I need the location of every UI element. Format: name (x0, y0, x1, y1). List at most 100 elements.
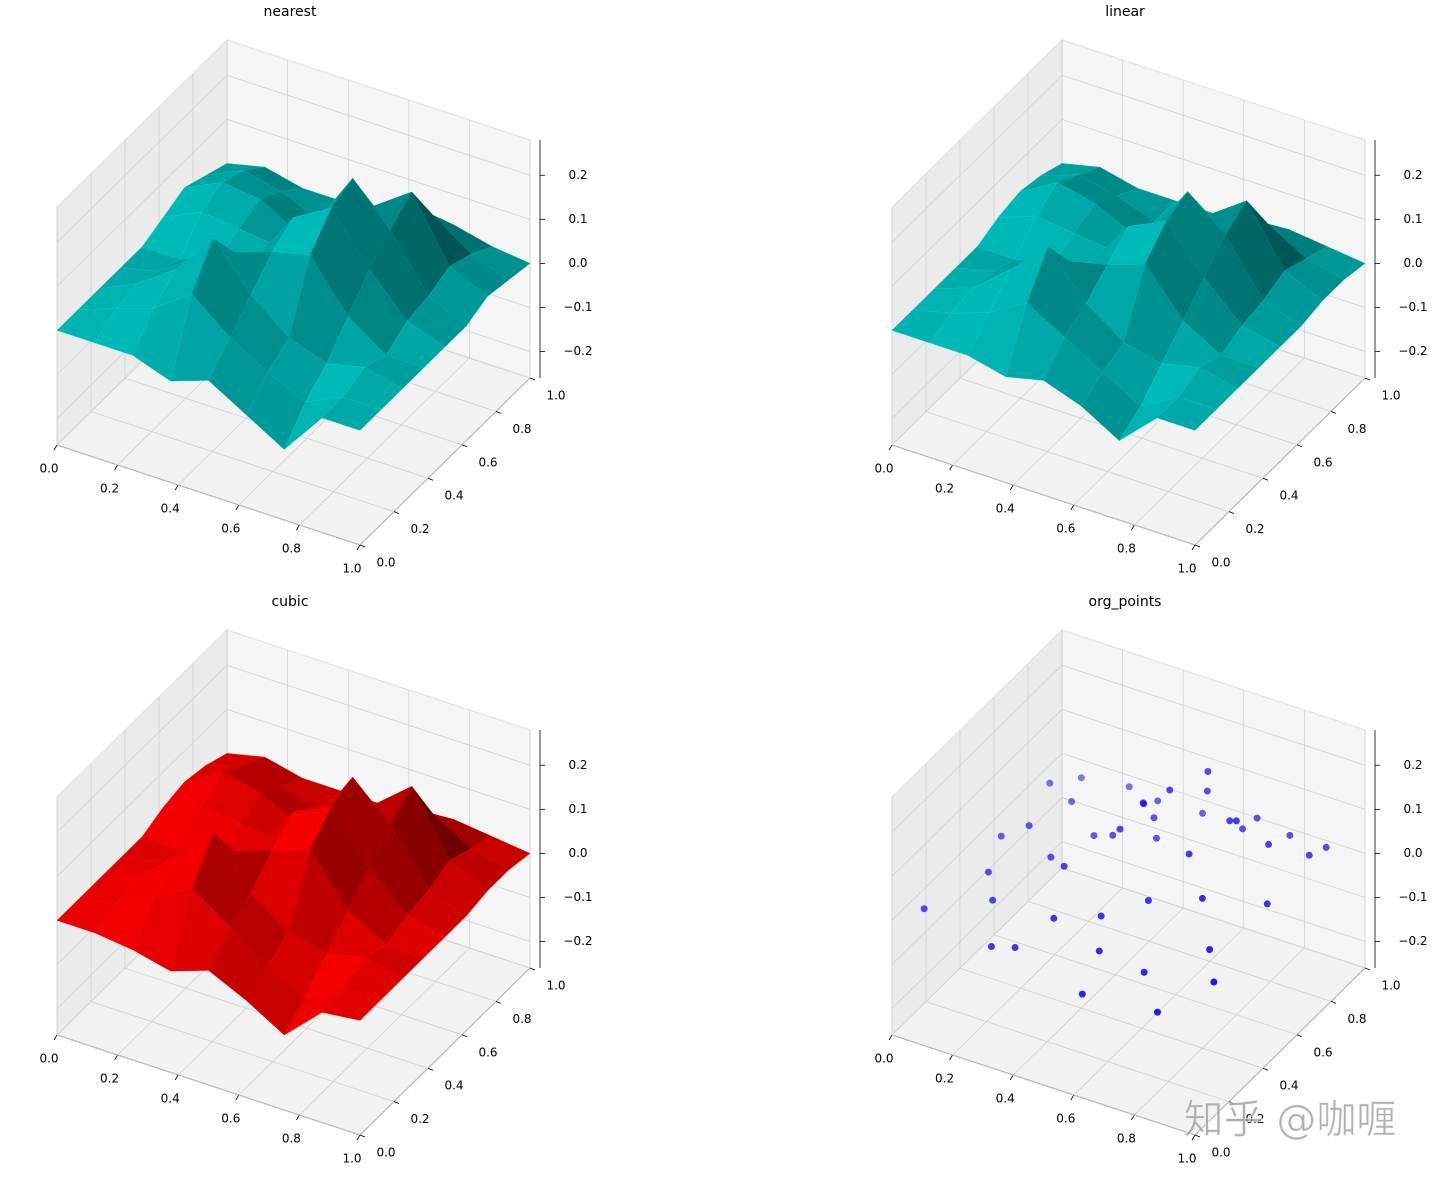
grid-line (359, 377, 531, 546)
grid-line (1134, 947, 1305, 1116)
grid-line (891, 74, 1063, 243)
scatter-point (1265, 840, 1273, 848)
x-tick-label: 0.6 (221, 1112, 240, 1126)
scatter-point (1078, 990, 1086, 998)
subplot: cubic 0.0 0.2 0.4 0.6 0.8 1.0 0.0 0.2 0.4 0.6 0.8 1.… (39, 594, 592, 1166)
tick-mark (888, 1034, 893, 1041)
grid-line (891, 1034, 1196, 1136)
grid-line (1061, 841, 1366, 942)
scatter-point (1068, 797, 1076, 805)
x-tick-label: 0.8 (1117, 1132, 1136, 1146)
x-tick-label: 1.0 (1177, 1152, 1196, 1166)
x-tick-label: 0.2 (100, 482, 119, 496)
tick-mark (359, 1134, 366, 1138)
scatter-point (1203, 787, 1211, 795)
tick-mark (529, 377, 536, 381)
scatter-point (1210, 978, 1218, 986)
scatter-point (989, 896, 997, 904)
grid-line (299, 357, 470, 526)
scatter-point (1011, 944, 1019, 952)
subplot-title: org_points (1089, 594, 1162, 610)
y-tick-label: 0.8 (1347, 1012, 1366, 1026)
tick-mark (393, 1101, 400, 1104)
subplot: nearest 0.0 0.2 0.4 0.6 0.8 1.0 0.0 0.2 0.4 0.6 0.8… (39, 4, 592, 576)
scatter-point (1286, 831, 1294, 839)
tick-mark (53, 1034, 58, 1041)
z-tick-label: 0.2 (568, 168, 587, 182)
grid-line (1061, 867, 1366, 969)
grid-line (56, 709, 228, 877)
scatter-point (1060, 862, 1068, 870)
y-tick-label: 0.0 (376, 1146, 395, 1160)
x-tick-label: 0.0 (39, 462, 58, 476)
tick-mark (1296, 1034, 1303, 1038)
tick-mark (296, 524, 300, 531)
tick-mark (356, 1134, 361, 1141)
y-tick-label: 0.6 (1313, 455, 1332, 469)
y-tick-label: 0.4 (1279, 489, 1298, 503)
tick-mark (949, 464, 953, 471)
grid-line (226, 664, 531, 766)
grid-line (359, 967, 531, 1136)
y-tick-label: 0.8 (512, 422, 531, 436)
tick-mark (1191, 544, 1196, 551)
grid-line (1061, 118, 1366, 220)
grid-line (56, 119, 228, 287)
subplot-title: cubic (271, 594, 308, 610)
scatter-point (1153, 1008, 1161, 1016)
scatter-point (1140, 800, 1148, 808)
y-tick-label: 1.0 (1381, 389, 1400, 403)
x-tick-label: 0.6 (1056, 522, 1075, 536)
y-tick-label: 1.0 (546, 389, 565, 403)
z-tick-label: 0.1 (568, 212, 587, 226)
z-tick-label: −0.1 (563, 890, 592, 904)
subplot: linear 0.0 0.2 0.4 0.6 0.8 1.0 0.0 0.2 0.4 0.6 0.8 1… (874, 4, 1427, 576)
z-tick-label: −0.2 (1398, 934, 1427, 948)
scatter-point (1152, 834, 1160, 842)
tick-mark (1364, 377, 1371, 381)
x-tick-label: 1.0 (342, 1152, 361, 1166)
z-tick-label: 0.0 (568, 256, 587, 270)
x-tick-label: 0.8 (1117, 542, 1136, 556)
scatter-point (1253, 814, 1261, 822)
tick-mark (529, 967, 536, 971)
tick-mark (1228, 1101, 1235, 1104)
scatter-point (1116, 825, 1124, 833)
scatter-point (1199, 809, 1207, 817)
grid-line (959, 967, 1264, 1069)
grid-line (925, 1001, 1230, 1102)
grid-line (891, 664, 1063, 833)
y-tick-label: 0.8 (512, 1012, 531, 1026)
grid-line (56, 664, 228, 833)
z-tick-label: −0.2 (563, 934, 592, 948)
scatter-point (1232, 817, 1240, 825)
tick-mark (356, 544, 361, 551)
grid-line (891, 753, 1063, 921)
tick-mark (174, 1074, 179, 1081)
x-tick-label: 0.8 (282, 542, 301, 556)
grid-line (226, 708, 531, 810)
x-tick-label: 0.6 (221, 522, 240, 536)
x-tick-label: 0.2 (935, 482, 954, 496)
y-tick-label: 0.8 (1347, 422, 1366, 436)
x-tick-label: 0.4 (161, 1092, 180, 1106)
tick-mark (114, 464, 118, 471)
surface-patch (1156, 396, 1217, 431)
z-tick-label: −0.2 (563, 344, 592, 358)
scatter-point (1050, 914, 1058, 922)
subplot-title: nearest (264, 4, 317, 20)
scatter-point (1239, 825, 1247, 833)
scatter-point (1109, 831, 1117, 839)
grid-line (1061, 708, 1366, 810)
scatter-point (1077, 774, 1085, 782)
scatter-point (1046, 779, 1054, 787)
tick-mark (1131, 524, 1135, 531)
scatter-point (1263, 900, 1271, 908)
grid-line (1012, 907, 1184, 1076)
y-tick-label: 0.4 (1279, 1079, 1298, 1093)
tick-mark (495, 1001, 502, 1004)
scatter-point (1305, 851, 1313, 859)
tick-mark (1009, 1074, 1014, 1081)
grid-line (1194, 377, 1366, 546)
x-tick-label: 0.4 (996, 1092, 1015, 1106)
